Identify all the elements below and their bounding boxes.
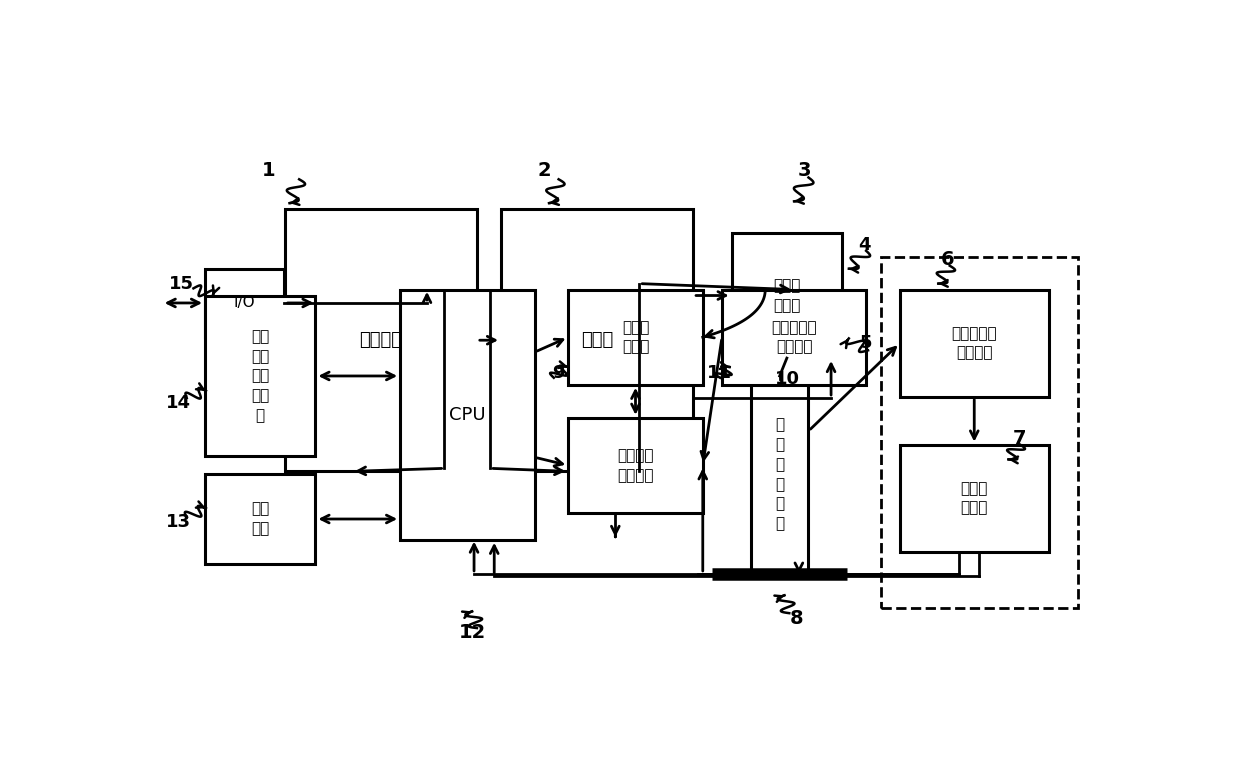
Text: 9: 9 <box>552 364 565 382</box>
Text: 放电控
制单元: 放电控 制单元 <box>621 320 650 354</box>
FancyBboxPatch shape <box>732 233 842 358</box>
Text: I/O: I/O <box>233 296 255 310</box>
Text: 存储
单元: 存储 单元 <box>252 502 269 536</box>
Text: 8: 8 <box>790 609 804 628</box>
FancyBboxPatch shape <box>568 289 703 385</box>
Text: 12: 12 <box>459 623 486 642</box>
Text: 5: 5 <box>859 334 873 352</box>
Text: 15: 15 <box>170 275 195 293</box>
Text: 7: 7 <box>1013 429 1027 448</box>
Text: 激
光
出
射
单
元: 激 光 出 射 单 元 <box>775 417 784 531</box>
FancyBboxPatch shape <box>751 376 808 573</box>
FancyBboxPatch shape <box>285 209 477 471</box>
FancyBboxPatch shape <box>205 296 315 457</box>
FancyBboxPatch shape <box>205 474 315 563</box>
Text: 激光器功率
检测电路: 激光器功率 检测电路 <box>771 320 817 354</box>
Text: 10: 10 <box>775 370 800 388</box>
Text: 2: 2 <box>537 161 551 180</box>
FancyBboxPatch shape <box>401 289 534 540</box>
FancyBboxPatch shape <box>501 209 693 471</box>
Text: 14: 14 <box>166 394 191 412</box>
Text: 激光器: 激光器 <box>580 331 614 349</box>
Text: 激光入
射单元: 激光入 射单元 <box>774 278 801 313</box>
Text: 3: 3 <box>797 161 811 180</box>
FancyBboxPatch shape <box>880 257 1078 608</box>
Text: 4: 4 <box>858 236 870 254</box>
Text: 6: 6 <box>941 250 955 269</box>
Text: 激光电源: 激光电源 <box>360 331 402 349</box>
Text: 整形放
大电路: 整形放 大电路 <box>961 481 988 515</box>
FancyBboxPatch shape <box>568 418 703 513</box>
FancyBboxPatch shape <box>900 289 1049 397</box>
Text: CPU: CPU <box>449 406 486 423</box>
Text: 反馈控制
切换电路: 反馈控制 切换电路 <box>618 448 653 483</box>
FancyBboxPatch shape <box>722 289 866 385</box>
Text: 13: 13 <box>166 513 191 531</box>
FancyBboxPatch shape <box>900 444 1049 552</box>
Text: 加工点功率
检测电路: 加工点功率 检测电路 <box>951 326 997 361</box>
Text: 11: 11 <box>707 364 732 382</box>
Text: 显示
及输
入输
出单
元: 显示 及输 入输 出单 元 <box>252 329 269 423</box>
Text: 1: 1 <box>262 161 275 180</box>
FancyBboxPatch shape <box>205 269 284 337</box>
